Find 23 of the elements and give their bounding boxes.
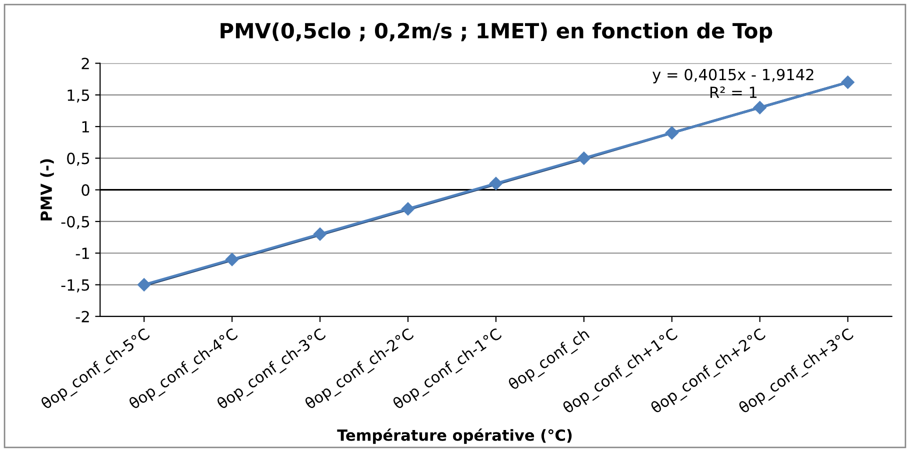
y-tick-label: 1 <box>82 121 89 132</box>
y-axis-title: PMV (-) <box>40 159 54 220</box>
x-axis-title: Température opérative (°C) <box>337 428 572 444</box>
y-tick-label: -1 <box>76 248 89 259</box>
point <box>225 252 239 266</box>
point <box>753 100 766 114</box>
chart-title: PMV(0,5clo ; 0,2m/s ; 1MET) en fonction de Top <box>220 22 772 43</box>
y-tick-label: -0,5 <box>61 216 90 230</box>
point <box>577 152 591 165</box>
y-tick-label: -2 <box>76 310 89 322</box>
point <box>313 228 327 241</box>
y-tick-label: 0 <box>82 184 90 196</box>
y-tick-label: 0,5 <box>67 152 90 166</box>
point <box>489 176 503 190</box>
point <box>137 278 151 292</box>
point <box>665 126 678 140</box>
y-tick-label: 1,5 <box>68 90 90 102</box>
point <box>401 202 415 216</box>
y-tick-label: -1,5 <box>61 279 90 292</box>
annotation: R² = 1 <box>710 86 757 98</box>
annotation: y = 0,4015x - 1,9142 <box>652 68 814 84</box>
point <box>841 76 854 89</box>
y-tick-label: 2 <box>82 58 89 70</box>
